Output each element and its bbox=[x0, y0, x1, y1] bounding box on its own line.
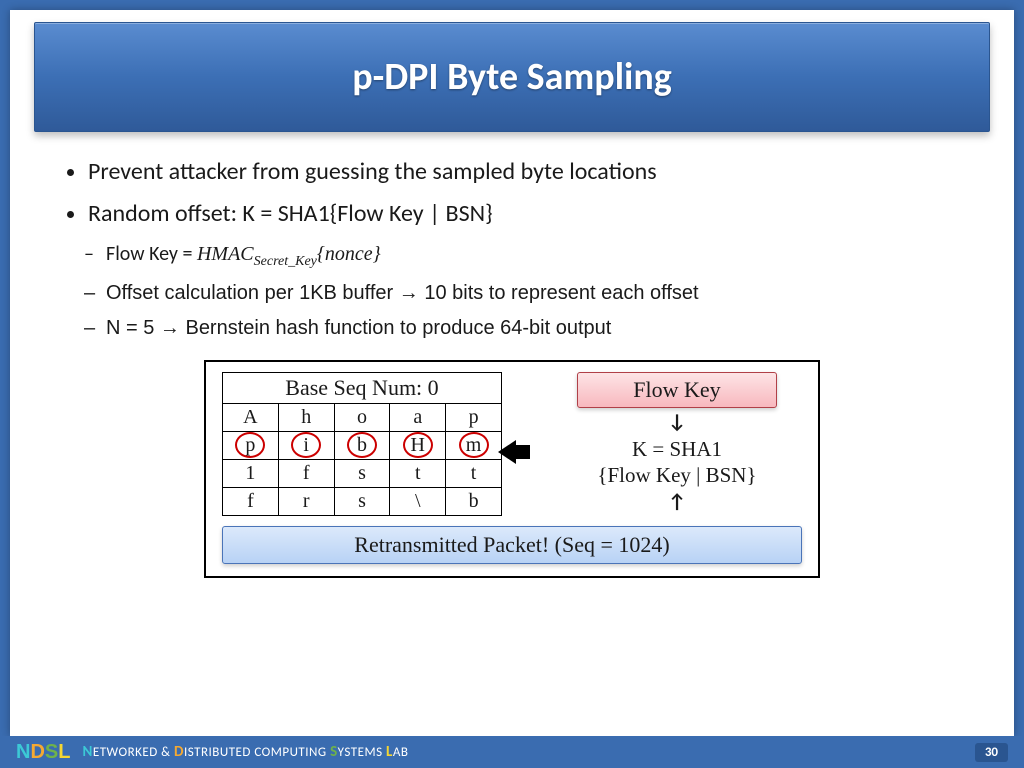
footer-bar: NDSL NETWORKED & DISTRIBUTED COMPUTING S… bbox=[0, 736, 1024, 768]
sub1-sub: Secret_Key bbox=[254, 254, 317, 269]
logo-s: S bbox=[45, 741, 58, 764]
cell-circled: m bbox=[446, 431, 502, 459]
k-line2: {Flow Key | BSN} bbox=[597, 463, 756, 487]
logo-d: D bbox=[30, 741, 44, 764]
subbullet-2: Offset calculation per 1KB buffer → 10 b… bbox=[106, 280, 964, 307]
down-arrow-icon: ↓ bbox=[668, 412, 686, 432]
cell: o bbox=[334, 403, 390, 431]
table-row: A h o a p bbox=[223, 403, 502, 431]
k-line1: K = SHA1 bbox=[632, 437, 722, 461]
slide-title: p-DPI Byte Sampling bbox=[352, 54, 672, 100]
cell-circled: H bbox=[390, 431, 446, 459]
lab-sys: YSTEMS bbox=[338, 745, 386, 760]
cell: h bbox=[278, 403, 334, 431]
lab-l: L bbox=[386, 743, 393, 761]
logo-l: L bbox=[58, 741, 70, 764]
table-row: f r s \ b bbox=[223, 487, 502, 515]
cell: f bbox=[278, 459, 334, 487]
cell: b bbox=[446, 487, 502, 515]
bullet-2: Random offset: K = SHA1{Flow Key | BSN} bbox=[88, 198, 964, 230]
right-column: Flow Key ↓ K = SHA1 {Flow Key | BSN} ↑ bbox=[552, 372, 802, 517]
subbullet-3: N = 5 → Bernstein hash function to produ… bbox=[106, 315, 964, 342]
cell: r bbox=[278, 487, 334, 515]
lab-dist: ISTRIBUTED COMPUTING bbox=[184, 745, 330, 760]
byte-grid: Base Seq Num: 0 A h o a p p i b bbox=[222, 372, 502, 516]
sub1-pre: Flow Key = bbox=[106, 242, 197, 266]
bullet-1: Prevent attacker from guessing the sampl… bbox=[88, 156, 964, 188]
cell-circled: b bbox=[334, 431, 390, 459]
table-row: p i b H m bbox=[223, 431, 502, 459]
subbullet-1: Flow Key = HMACSecret_Key{nonce} bbox=[106, 241, 964, 272]
cell: t bbox=[446, 459, 502, 487]
sub1-hmac: HMAC bbox=[197, 243, 254, 265]
grid-title: Base Seq Num: 0 bbox=[222, 372, 502, 403]
byte-table: A h o a p p i b H m bbox=[222, 403, 502, 516]
page-number: 30 bbox=[975, 743, 1008, 762]
logo-n: N bbox=[16, 741, 30, 764]
cell: A bbox=[223, 403, 279, 431]
bullet-list: Prevent attacker from guessing the sampl… bbox=[60, 156, 964, 342]
cell-circled: i bbox=[278, 431, 334, 459]
cell: t bbox=[390, 459, 446, 487]
flowkey-box: Flow Key bbox=[577, 372, 777, 408]
cell: \ bbox=[390, 487, 446, 515]
title-bar: p-DPI Byte Sampling bbox=[34, 22, 990, 132]
cell: s bbox=[334, 459, 390, 487]
cell: 1 bbox=[223, 459, 279, 487]
cell: a bbox=[390, 403, 446, 431]
diagram-box: Base Seq Num: 0 A h o a p p i b bbox=[204, 360, 820, 579]
cell-circled: p bbox=[223, 431, 279, 459]
lab-n: N bbox=[82, 743, 92, 761]
table-row: 1 f s t t bbox=[223, 459, 502, 487]
ndsl-logo: NDSL bbox=[16, 741, 70, 764]
cell: f bbox=[223, 487, 279, 515]
retransmitted-box: Retransmitted Packet! (Seq = 1024) bbox=[222, 526, 802, 564]
up-arrow-icon: ↑ bbox=[668, 492, 686, 512]
content-area: Prevent attacker from guessing the sampl… bbox=[10, 132, 1014, 578]
cell: s bbox=[334, 487, 390, 515]
slide: p-DPI Byte Sampling Prevent attacker fro… bbox=[10, 10, 1014, 736]
lab-lab: AB bbox=[393, 745, 409, 760]
lab-net: ETWORKED & bbox=[93, 745, 174, 760]
cell: p bbox=[446, 403, 502, 431]
k-formula: K = SHA1 {Flow Key | BSN} bbox=[597, 436, 756, 489]
lab-d: D bbox=[174, 743, 184, 761]
lab-s: S bbox=[330, 743, 338, 761]
sub1-nonce: {nonce} bbox=[317, 243, 381, 265]
lab-name: NETWORKED & DISTRIBUTED COMPUTING SYSTEM… bbox=[82, 743, 408, 761]
